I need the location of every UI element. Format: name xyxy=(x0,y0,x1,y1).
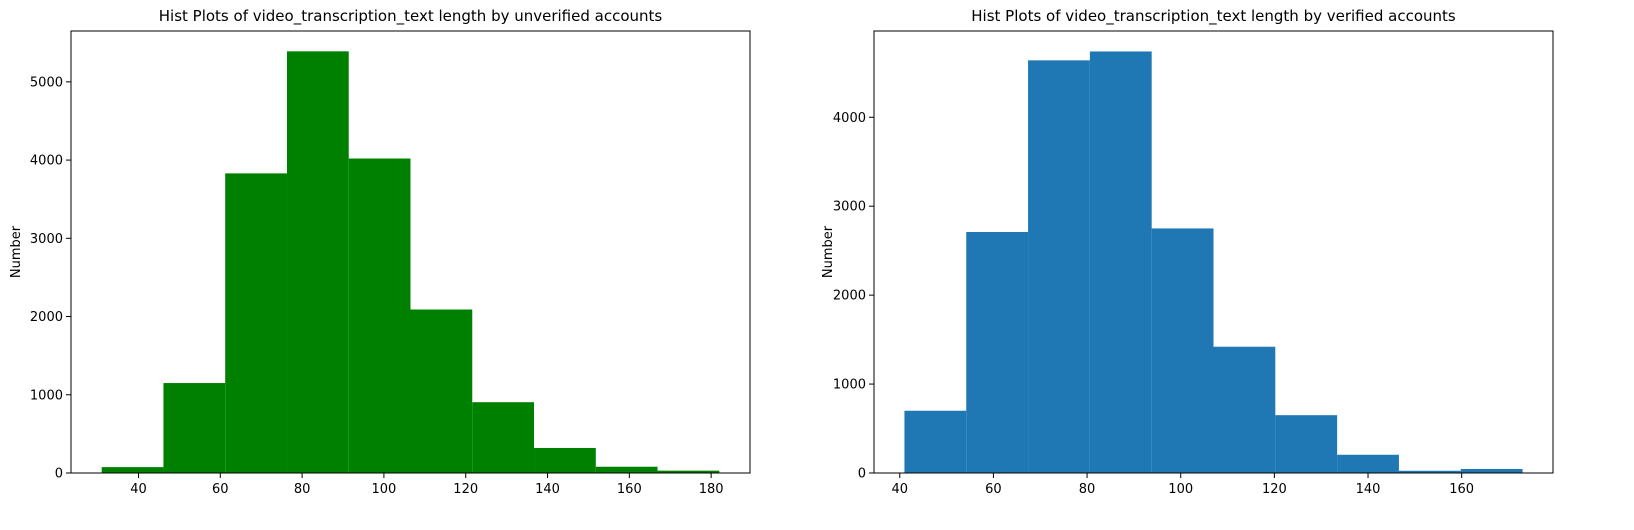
histogram-bar xyxy=(348,158,411,473)
x-tick-label: 100 xyxy=(1168,482,1193,497)
x-tick-label: 180 xyxy=(699,482,724,497)
histogram-bar xyxy=(1275,415,1338,473)
histogram-bar xyxy=(1398,470,1461,473)
histogram-bar xyxy=(534,447,596,473)
y-tick-label: 2000 xyxy=(30,310,63,325)
y-axis-label: Number xyxy=(9,225,24,278)
chart-title: Hist Plots of video_transcription_text l… xyxy=(159,7,663,26)
histogram-bar xyxy=(286,51,349,474)
histogram-bar xyxy=(1151,228,1214,473)
histogram-bar xyxy=(1028,60,1090,473)
x-tick-label: 100 xyxy=(371,482,396,497)
x-tick-label: 160 xyxy=(617,482,642,497)
histogram-bar xyxy=(595,466,658,473)
histogram-bar xyxy=(163,383,226,473)
histogram-bar xyxy=(1460,469,1523,473)
y-tick-label: 3000 xyxy=(833,200,866,215)
y-tick-label: 4000 xyxy=(833,111,866,126)
y-tick-label: 1000 xyxy=(30,388,63,403)
x-tick-label: 120 xyxy=(453,482,478,497)
y-tick-label: 1000 xyxy=(833,378,866,393)
histogram-bar xyxy=(472,402,535,473)
y-tick-label: 0 xyxy=(55,467,63,482)
y-axis-label: Number xyxy=(821,225,836,278)
histogram-bar xyxy=(1089,51,1152,473)
x-tick-label: 40 xyxy=(891,482,908,497)
x-tick-label: 80 xyxy=(294,482,311,497)
histogram-bar xyxy=(657,470,720,473)
x-tick-label: 40 xyxy=(130,482,147,497)
histogram-bar xyxy=(904,410,967,473)
x-tick-label: 140 xyxy=(1356,482,1381,497)
x-tick-label: 60 xyxy=(985,482,1002,497)
histogram-bar xyxy=(101,467,164,473)
x-tick-label: 160 xyxy=(1449,482,1474,497)
y-tick-label: 2000 xyxy=(833,289,866,304)
axes-frame xyxy=(873,30,1554,474)
y-tick-label: 3000 xyxy=(30,232,63,247)
histogram-bar xyxy=(225,173,287,473)
x-tick-label: 140 xyxy=(535,482,560,497)
chart-title: Hist Plots of video_transcription_text l… xyxy=(971,7,1456,26)
x-tick-label: 60 xyxy=(212,482,229,497)
chart-panel-1: 40 60 80 100 120 140 160 180 0 1000 2000 3000 4000 50… xyxy=(9,7,751,497)
histogram-bar xyxy=(1213,346,1276,473)
x-tick-label: 120 xyxy=(1262,482,1287,497)
histogram-bar xyxy=(1337,454,1399,473)
chart-panel-2: 40 60 80 100 120 140 160 0 1000 2000 3000 4000 Hist … xyxy=(821,7,1554,497)
histogram-bar xyxy=(410,309,473,473)
x-tick-label: 80 xyxy=(1079,482,1096,497)
y-tick-label: 4000 xyxy=(30,154,63,169)
axes-frame xyxy=(70,30,751,474)
y-tick-label: 0 xyxy=(858,467,866,482)
y-tick-label: 5000 xyxy=(30,75,63,90)
histogram-bar xyxy=(966,231,1029,473)
